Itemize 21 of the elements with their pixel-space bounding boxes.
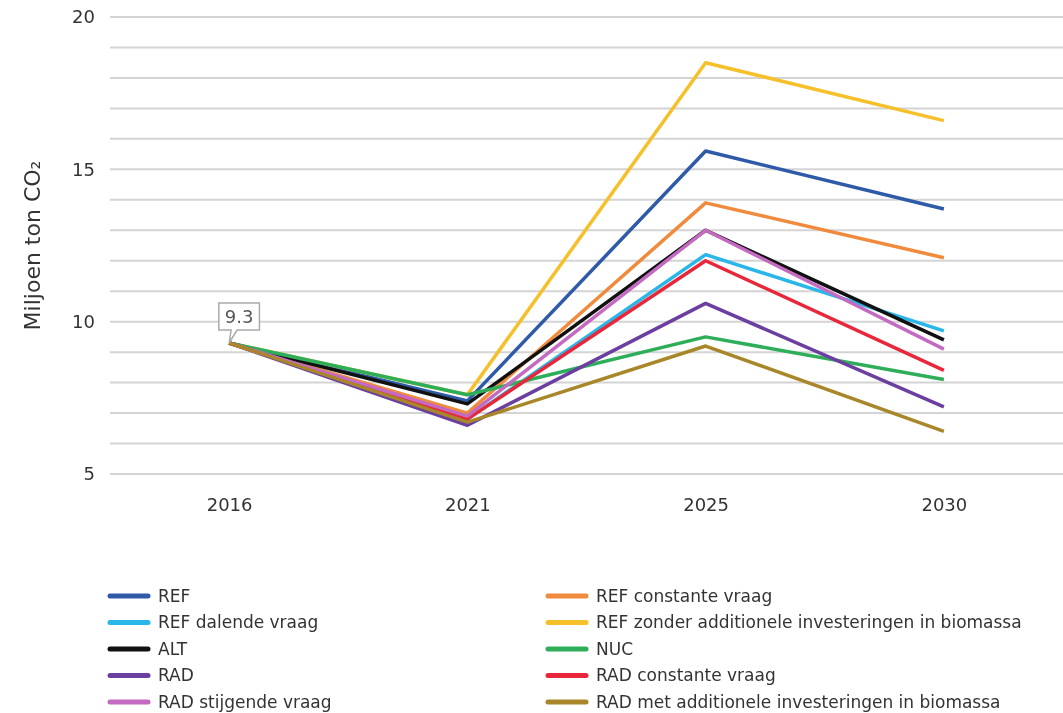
legend-label: REF dalende vraag [158,612,319,633]
x-tick-label: 2030 [921,494,968,516]
y-tick-label: 15 [72,158,95,180]
legend-label: REF [158,585,191,606]
legend-label: REF constante vraag [596,585,773,606]
y-tick-label: 20 [72,6,95,28]
legend-label: RAD stijgende vraag [158,691,332,712]
y-tick-label: 10 [72,310,95,332]
line-series [227,341,946,434]
legend-label: RAD met additionele investeringen in biomassa [596,691,1001,712]
legend-label: ALT [158,638,188,659]
x-tick-label: 2025 [683,494,730,516]
legend-label: NUC [596,638,634,659]
x-tick-label: 2021 [444,494,491,516]
legend-label: REF zonder additionele investeringen in biomassa [596,612,1022,633]
annotation: 9.3 [224,305,254,327]
y-tick-label: 5 [83,463,95,485]
y-axis-title: Miljoen ton CO₂ [20,160,45,331]
legend-label: RAD [158,665,194,686]
x-tick-label: 2016 [206,494,253,516]
legend-label: RAD constante vraag [596,665,776,686]
